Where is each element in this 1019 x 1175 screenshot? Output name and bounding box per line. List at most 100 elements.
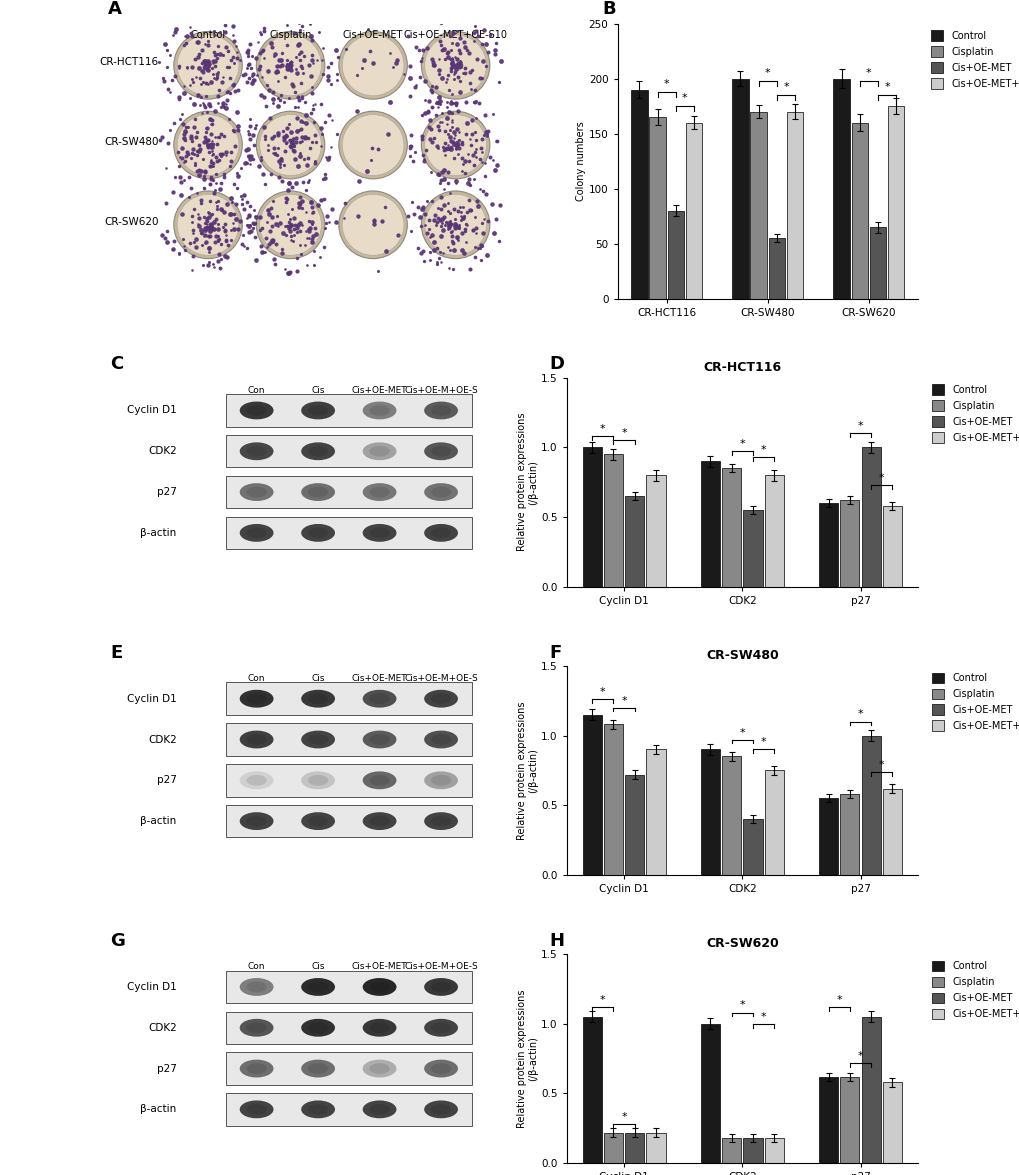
Ellipse shape xyxy=(177,114,238,175)
Ellipse shape xyxy=(247,405,267,416)
Ellipse shape xyxy=(260,35,321,96)
Bar xyxy=(840,1076,859,1163)
Ellipse shape xyxy=(430,446,450,457)
Ellipse shape xyxy=(247,815,267,826)
Ellipse shape xyxy=(239,978,273,996)
Text: *: * xyxy=(599,424,605,434)
Bar xyxy=(750,112,766,298)
Ellipse shape xyxy=(424,772,458,790)
Ellipse shape xyxy=(239,1101,273,1119)
Ellipse shape xyxy=(430,486,450,497)
Text: A: A xyxy=(108,0,121,18)
Ellipse shape xyxy=(173,192,243,258)
Ellipse shape xyxy=(256,192,324,258)
Ellipse shape xyxy=(424,114,486,175)
Bar xyxy=(700,1023,719,1163)
Ellipse shape xyxy=(308,1104,328,1115)
Text: *: * xyxy=(857,710,862,719)
Ellipse shape xyxy=(247,528,267,538)
Bar xyxy=(582,448,601,586)
Ellipse shape xyxy=(424,524,458,542)
Ellipse shape xyxy=(341,194,404,255)
Ellipse shape xyxy=(430,693,450,704)
Ellipse shape xyxy=(308,528,328,538)
Y-axis label: Relative protein expressions
(/β-actin): Relative protein expressions (/β-actin) xyxy=(517,989,538,1128)
Text: Con: Con xyxy=(248,385,265,395)
Ellipse shape xyxy=(239,524,273,542)
Bar xyxy=(764,475,783,586)
Ellipse shape xyxy=(430,405,450,416)
Text: G: G xyxy=(110,932,124,949)
Bar xyxy=(225,971,472,1003)
Title: CR-SW620: CR-SW620 xyxy=(705,936,777,951)
Text: *: * xyxy=(836,995,842,1005)
Ellipse shape xyxy=(247,1063,267,1074)
Text: Cis+OE-MET+OE-S10: Cis+OE-MET+OE-S10 xyxy=(404,31,507,40)
Bar xyxy=(840,501,859,586)
Ellipse shape xyxy=(421,192,489,258)
Bar xyxy=(833,79,849,298)
Ellipse shape xyxy=(301,772,334,790)
Text: *: * xyxy=(599,687,605,697)
Text: p27: p27 xyxy=(157,488,176,497)
Ellipse shape xyxy=(430,815,450,826)
Text: *: * xyxy=(878,760,883,770)
Ellipse shape xyxy=(338,192,407,258)
Ellipse shape xyxy=(430,1104,450,1115)
Legend: Control, Cisplatin, Cis+OE-MET, Cis+OE-MET+OE-S10: Control, Cisplatin, Cis+OE-MET, Cis+OE-M… xyxy=(929,382,1019,444)
Ellipse shape xyxy=(301,1060,334,1077)
Ellipse shape xyxy=(301,1019,334,1036)
Ellipse shape xyxy=(421,32,489,99)
Bar xyxy=(764,1139,783,1163)
Ellipse shape xyxy=(430,734,450,745)
Text: *: * xyxy=(883,82,889,93)
Ellipse shape xyxy=(239,442,273,461)
Ellipse shape xyxy=(239,1060,273,1077)
Legend: Control, Cisplatin, Cis+OE-MET, Cis+OE-MET+OE-S10: Control, Cisplatin, Cis+OE-MET, Cis+OE-M… xyxy=(928,28,1019,90)
Ellipse shape xyxy=(247,693,267,704)
Bar xyxy=(743,819,762,875)
Ellipse shape xyxy=(424,194,486,255)
Ellipse shape xyxy=(430,1063,450,1074)
Ellipse shape xyxy=(369,446,389,457)
Bar xyxy=(882,506,901,586)
Ellipse shape xyxy=(369,815,389,826)
Ellipse shape xyxy=(421,112,489,179)
Title: CR-SW480: CR-SW480 xyxy=(705,649,777,662)
Ellipse shape xyxy=(308,776,328,786)
Ellipse shape xyxy=(363,1101,396,1119)
Bar xyxy=(625,496,644,586)
Bar xyxy=(851,122,867,298)
Ellipse shape xyxy=(369,486,389,497)
Ellipse shape xyxy=(430,528,450,538)
Bar xyxy=(646,1133,665,1163)
Y-axis label: Relative protein expressions
(/β-actin): Relative protein expressions (/β-actin) xyxy=(517,701,538,840)
Ellipse shape xyxy=(369,693,389,704)
Bar xyxy=(225,476,472,509)
Text: *: * xyxy=(760,738,765,747)
Text: Cyclin D1: Cyclin D1 xyxy=(126,405,176,416)
Text: p27: p27 xyxy=(157,776,176,785)
Ellipse shape xyxy=(424,35,486,96)
Ellipse shape xyxy=(424,1060,458,1077)
Ellipse shape xyxy=(341,114,404,175)
Ellipse shape xyxy=(363,978,396,996)
Ellipse shape xyxy=(301,1101,334,1119)
Text: Con: Con xyxy=(248,962,265,972)
Bar xyxy=(818,503,838,586)
Text: *: * xyxy=(857,421,862,431)
Text: Cis+OE-MET: Cis+OE-MET xyxy=(352,962,407,972)
Ellipse shape xyxy=(369,528,389,538)
Bar xyxy=(603,724,623,875)
Bar xyxy=(225,517,472,549)
Bar xyxy=(685,122,701,298)
Ellipse shape xyxy=(363,690,396,707)
Y-axis label: Colony numbers: Colony numbers xyxy=(576,121,585,201)
Text: *: * xyxy=(760,445,765,455)
Bar xyxy=(225,435,472,468)
Bar xyxy=(732,79,748,298)
Ellipse shape xyxy=(369,776,389,786)
Text: Cis+OE-MET: Cis+OE-MET xyxy=(352,674,407,683)
Text: CDK2: CDK2 xyxy=(148,734,176,745)
Bar xyxy=(743,510,762,586)
